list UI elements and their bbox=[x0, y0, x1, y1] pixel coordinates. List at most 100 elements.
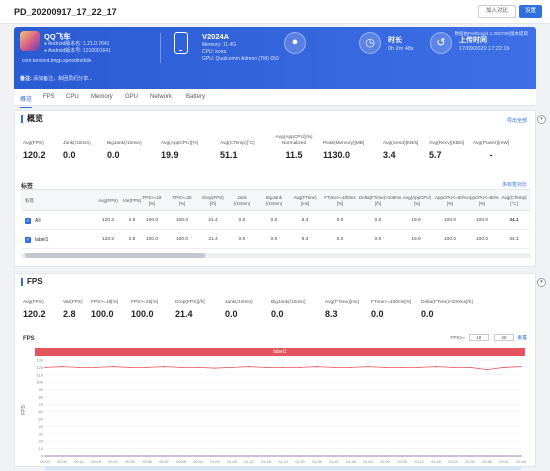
tab-gpu[interactable]: GPU bbox=[125, 94, 139, 100]
data-point bbox=[78, 366, 80, 368]
threshold-input-2[interactable]: 25 bbox=[494, 334, 515, 341]
data-point bbox=[367, 455, 369, 457]
label-strip[interactable]: label1 bbox=[35, 348, 525, 356]
x-tick-label: 02:00 bbox=[380, 460, 390, 464]
fps-metric: Avg(FPS) 120.2 bbox=[23, 300, 46, 319]
table-row[interactable]: ✓ label1 120.2 2.8 100.0 100.0 21.4 0.0 … bbox=[21, 231, 531, 249]
data-point bbox=[401, 366, 403, 368]
row-checkbox[interactable]: ✓ bbox=[25, 218, 31, 224]
metric-label: Avg(AppCPU)[%] Normalized bbox=[275, 135, 313, 146]
data-point bbox=[452, 455, 454, 457]
y-tick-label: 120 bbox=[36, 365, 43, 370]
x-tick-label: 02:18 bbox=[431, 460, 441, 464]
export-all-link[interactable]: 导出全部 bbox=[506, 118, 527, 124]
metric-label: Jank(/10min) bbox=[225, 300, 253, 305]
y-axis-label: FPS bbox=[21, 404, 27, 414]
data-point bbox=[146, 455, 148, 457]
row-checkbox[interactable]: ✓ bbox=[25, 237, 31, 243]
column-header: Jank (/10min) bbox=[233, 195, 251, 206]
data-point bbox=[435, 455, 437, 457]
x-tick-label: 00:30 bbox=[125, 460, 135, 464]
y-tick-label: 40 bbox=[39, 424, 44, 429]
table-cell: 21.4 bbox=[208, 237, 218, 242]
package-name: com.tencent.tmgp.speedmobile bbox=[22, 58, 92, 64]
metric-label: Delta(FTime)>100ms[/h] bbox=[421, 300, 473, 305]
metric-label: Avg(FPS) bbox=[23, 141, 44, 146]
table-cell: 100.0 bbox=[475, 237, 488, 242]
scrollbar-thumb[interactable] bbox=[25, 253, 205, 258]
metric-value: 0.0 bbox=[225, 309, 238, 319]
tab-memory[interactable]: Memory bbox=[91, 94, 113, 100]
data-point bbox=[146, 366, 148, 368]
metric-label: FPS>=25[%] bbox=[131, 300, 159, 305]
tab-battery[interactable]: Battery bbox=[186, 94, 206, 100]
tab-cpu[interactable]: CPU bbox=[66, 94, 79, 100]
x-tick-label: 00:36 bbox=[142, 460, 152, 464]
x-tick-label: 01:06 bbox=[227, 460, 237, 464]
table-cell: 100.0 bbox=[145, 218, 158, 223]
data-point bbox=[401, 455, 403, 457]
data-point bbox=[333, 366, 335, 368]
threshold-input-1[interactable]: 18 bbox=[468, 334, 489, 341]
collapse-icon[interactable]: ▾ bbox=[537, 115, 546, 124]
column-header: Delta(FTime)>100ms [/h] bbox=[359, 195, 402, 206]
upload-time-value: 17/09/2020 17:22:19 bbox=[459, 46, 510, 52]
fps-title: FPS bbox=[21, 278, 43, 286]
device-memory: Memory: 11.4G bbox=[202, 42, 237, 48]
reset-link[interactable]: 重置 bbox=[517, 336, 527, 341]
add-compare-button[interactable]: 加入对比 bbox=[477, 5, 516, 18]
data-point bbox=[265, 455, 267, 457]
top-bar: PD_20200917_17_22_17 加入对比 设置 bbox=[0, 0, 550, 24]
y-tick-label: 90 bbox=[39, 387, 44, 392]
data-point bbox=[486, 455, 488, 457]
device-name: V2024A bbox=[202, 32, 230, 41]
tab-bar: 概览 FPS CPU Memory GPU Network Battery bbox=[14, 89, 536, 108]
table-cell: 100.0 bbox=[443, 218, 456, 223]
horizontal-scrollbar[interactable] bbox=[21, 253, 531, 258]
x-tick-label: 02:48 bbox=[516, 460, 526, 464]
data-point bbox=[248, 455, 250, 457]
history-icon: ↺ bbox=[430, 32, 452, 54]
column-header: BigJank (/10min) bbox=[265, 195, 283, 206]
table-cell: 0.0 bbox=[374, 237, 382, 242]
metric-value: 120.2 bbox=[23, 150, 46, 160]
fps-metric: Var(FPS) 2.8 bbox=[63, 300, 83, 319]
data-point bbox=[299, 455, 301, 457]
table-row[interactable]: ✓ All 120.2 2.8 100.0 100.0 21.4 0.0 0.0… bbox=[21, 212, 531, 230]
collapse-icon[interactable]: ▾ bbox=[537, 278, 546, 287]
column-header: AppCPU<=60% [%] bbox=[435, 195, 467, 206]
multi-label-compare-link[interactable]: 多标签对比 bbox=[501, 182, 527, 188]
y-tick-label: 70 bbox=[39, 402, 44, 407]
metric-appcpu-normalized: Avg(AppCPU)[%] Normalized 11.5 bbox=[267, 135, 321, 160]
metric-label: Avg(AppCPU)[%] bbox=[161, 141, 198, 146]
x-tick-label: 00:42 bbox=[159, 460, 169, 464]
row-label: All bbox=[35, 218, 41, 224]
x-tick-label: 00:06 bbox=[57, 460, 67, 464]
tab-network[interactable]: Network bbox=[150, 94, 173, 100]
metric-label: Var(FPS) bbox=[63, 300, 83, 305]
data-point bbox=[214, 455, 216, 457]
x-tick-label: 01:54 bbox=[363, 460, 373, 464]
divider bbox=[160, 33, 161, 63]
settings-button[interactable]: 设置 bbox=[518, 5, 542, 18]
data-point bbox=[520, 455, 522, 457]
data-point bbox=[180, 366, 182, 368]
data-point bbox=[61, 455, 63, 457]
table-cell: 100.0 bbox=[175, 237, 188, 242]
remark[interactable]: 备注: 添加备注，和团员们分享... bbox=[20, 75, 92, 82]
upload-time-label: 上传时间 bbox=[459, 37, 487, 44]
table-cell: 19.9 bbox=[411, 218, 421, 223]
table-cell: 0.0 bbox=[238, 218, 246, 223]
data-point bbox=[265, 366, 267, 368]
metric-value: 8.3 bbox=[325, 309, 338, 319]
x-tick-label: 00:54 bbox=[193, 460, 203, 464]
metric-label: BigJank(/10min) bbox=[107, 141, 142, 146]
metric-label: Peak(Memory)[MB] bbox=[323, 141, 365, 146]
tab-fps[interactable]: FPS bbox=[43, 94, 55, 100]
device-gpu: GPU: Qualcomm Adreno (TM) 650 bbox=[202, 56, 279, 62]
x-tick-label: 02:42 bbox=[499, 460, 509, 464]
tab-overview[interactable]: 概览 bbox=[20, 94, 33, 108]
time-range-slider bbox=[45, 466, 521, 470]
duration-value: 0h 2m 48s bbox=[388, 46, 414, 52]
perfdog-version: 数据由PerfDog(4.1.200709)版本提取 bbox=[454, 31, 528, 36]
